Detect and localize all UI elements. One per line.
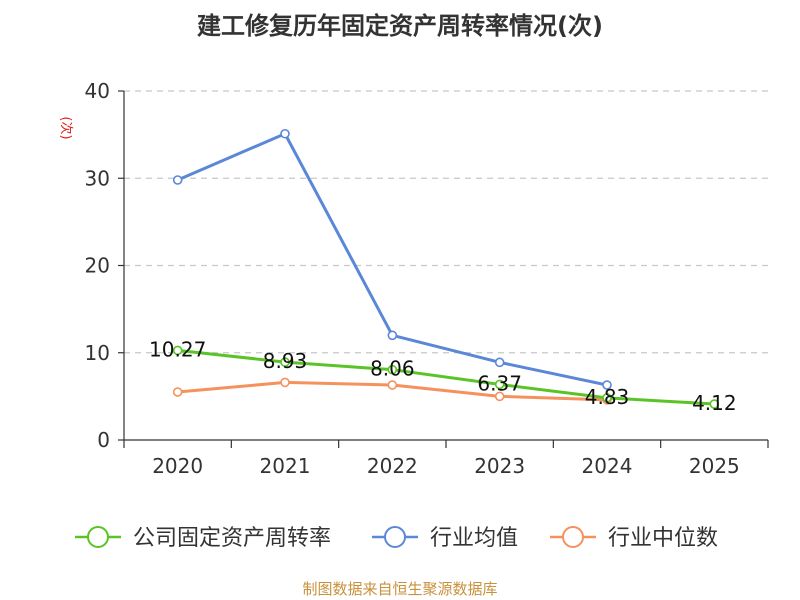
data-point: [172, 175, 183, 185]
y-tick-label: 10: [85, 341, 110, 365]
legend-marker-icon: [87, 526, 109, 548]
data-label: 8.93: [263, 349, 308, 373]
legend-marker-icon: [384, 526, 406, 548]
legend-label: 行业均值: [430, 526, 518, 551]
legend-item: 行业中位数: [550, 526, 718, 551]
data-label: 6.37: [477, 371, 522, 395]
data-point: [280, 377, 290, 388]
legend-item: 行业均值: [372, 526, 518, 551]
y-tick-label: 0: [97, 428, 110, 452]
data-label: 4.12: [692, 391, 737, 415]
data-point: [172, 387, 183, 397]
chart-title: 建工修复历年固定资产周转率情况(次): [197, 12, 603, 40]
data-labels: 10.27 8.93 8.06 6.37 4.83 4.12: [149, 337, 737, 415]
source-note: 制图数据来自恒生聚源数据库: [302, 580, 498, 598]
x-tick-label: 2022: [367, 454, 418, 478]
grid-lines: [124, 90, 768, 354]
axes: 0 10 20 30 40 2020 2021 2022 2023 2024 2025: [85, 79, 769, 478]
data-point: [172, 345, 183, 356]
legend-marker-icon: [562, 526, 584, 548]
legend-label: 公司固定资产周转率: [133, 526, 331, 551]
series: [172, 128, 720, 409]
x-tick-label: 2020: [152, 454, 203, 478]
legend-label: 行业中位数: [608, 526, 718, 551]
x-tick-label: 2021: [260, 454, 311, 478]
data-point: [387, 364, 398, 375]
data-point: [280, 357, 290, 367]
x-tick-label: 2023: [474, 454, 525, 478]
series-line: [176, 348, 716, 406]
data-point: [602, 393, 612, 403]
x-tick-label: 2025: [689, 454, 740, 478]
data-point: [387, 330, 398, 341]
data-point: [494, 391, 505, 402]
series-line: [176, 132, 609, 387]
data-label: 8.06: [370, 357, 415, 381]
x-tick-label: 2024: [582, 454, 633, 478]
legend-item: 公司固定资产周转率: [75, 526, 331, 551]
data-point: [494, 357, 505, 368]
data-label: 4.83: [585, 385, 630, 409]
data-point: [387, 380, 398, 390]
data-point: [709, 399, 720, 409]
data-label: 10.27: [149, 337, 206, 361]
y-tick-label: 40: [85, 79, 110, 103]
data-point: [602, 380, 612, 390]
data-point: [280, 128, 290, 139]
y-tick-label: 20: [85, 254, 110, 278]
data-point: [494, 379, 505, 390]
legend: 公司固定资产周转率 行业均值 行业中位数: [75, 526, 718, 551]
y-axis-label: (次): [58, 116, 74, 139]
y-tick-label: 30: [85, 166, 110, 190]
